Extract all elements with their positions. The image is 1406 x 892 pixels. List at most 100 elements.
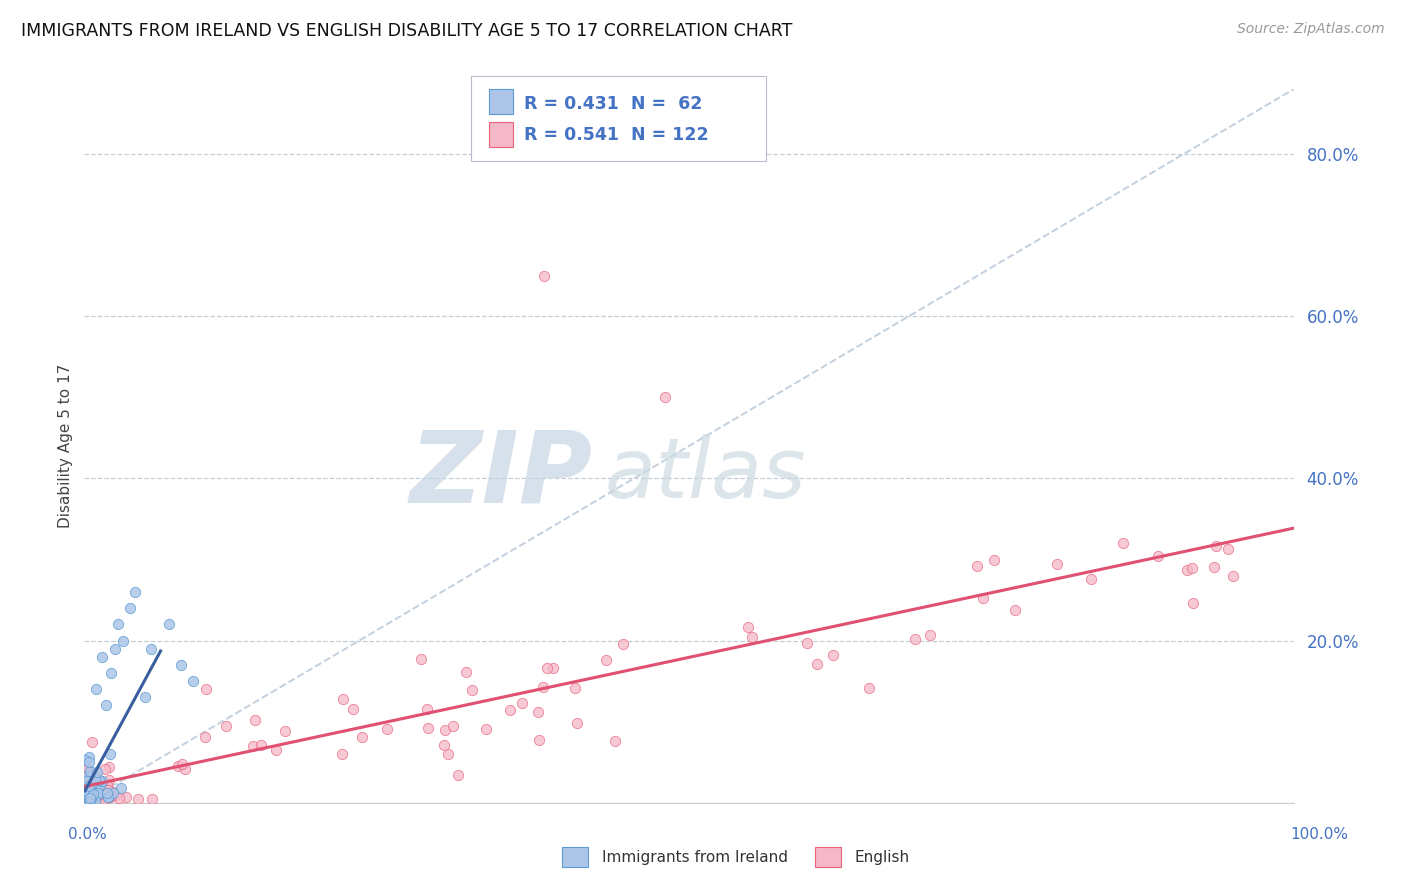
Point [73, 777, 96, 791]
Point [91, 794, 114, 808]
Point [77, 793, 100, 807]
Text: atlas: atlas [605, 434, 806, 515]
Point [75, 758, 97, 772]
Point [437, 747, 460, 761]
Point [526, 705, 548, 719]
Point [605, 733, 627, 747]
Point [96, 778, 118, 792]
Point [1204, 560, 1226, 574]
Point [76, 764, 98, 778]
Point [264, 742, 287, 756]
Text: Immigrants from Ireland: Immigrants from Ireland [602, 850, 787, 864]
Point [84, 786, 107, 800]
Point [97, 783, 120, 797]
Point [86, 789, 108, 803]
Point [120, 601, 142, 615]
Point [409, 652, 432, 666]
Point [157, 617, 180, 632]
Point [250, 738, 273, 752]
Point [73, 789, 96, 803]
Point [80, 790, 103, 805]
Point [595, 653, 617, 667]
Text: ZIP: ZIP [409, 426, 592, 523]
Point [89, 787, 111, 801]
Point [80, 785, 103, 799]
Point [114, 790, 136, 805]
Point [73, 779, 96, 793]
Point [77, 755, 100, 769]
Point [110, 781, 132, 796]
Point [966, 558, 988, 573]
Point [73, 790, 96, 805]
Point [170, 657, 193, 672]
Point [461, 683, 484, 698]
Point [1146, 549, 1168, 564]
Point [181, 674, 204, 689]
Point [86, 765, 108, 780]
Point [77, 764, 100, 779]
Point [91, 774, 114, 789]
Point [510, 696, 533, 710]
Point [76, 769, 98, 783]
Point [84, 789, 107, 804]
Point [79, 764, 101, 778]
Point [97, 790, 120, 805]
Point [1080, 573, 1102, 587]
Point [80, 778, 103, 792]
Point [82, 768, 104, 782]
Point [108, 791, 131, 805]
Point [416, 702, 439, 716]
Point [100, 666, 122, 681]
Point [80, 776, 103, 790]
Point [441, 719, 464, 733]
Point [87, 772, 110, 787]
Point [82, 787, 104, 801]
Point [332, 692, 354, 706]
Point [1046, 557, 1069, 571]
Point [75, 782, 97, 797]
Point [76, 773, 98, 788]
Point [76, 782, 98, 797]
Point [741, 630, 763, 644]
Point [89, 792, 111, 806]
Point [77, 785, 100, 799]
Text: English: English [855, 850, 910, 864]
Text: 100.0%: 100.0% [1289, 827, 1348, 841]
Point [139, 641, 162, 656]
Point [77, 791, 100, 805]
Point [82, 772, 104, 787]
Point [77, 780, 100, 794]
Point [101, 785, 124, 799]
Point [79, 788, 101, 802]
Point [76, 763, 98, 777]
Point [274, 724, 297, 739]
Point [80, 783, 103, 797]
Point [474, 723, 496, 737]
Point [447, 768, 470, 782]
Point [533, 268, 555, 283]
Point [91, 780, 114, 794]
Point [433, 738, 456, 752]
Point [1175, 563, 1198, 577]
Point [1222, 568, 1244, 582]
Point [91, 793, 114, 807]
Point [73, 754, 96, 768]
Point [170, 757, 193, 772]
Text: R = 0.431  N =  62: R = 0.431 N = 62 [524, 95, 703, 112]
Point [75, 780, 97, 795]
Point [858, 681, 880, 696]
Text: R = 0.541  N = 122: R = 0.541 N = 122 [524, 126, 709, 144]
Point [796, 636, 818, 650]
Point [342, 702, 364, 716]
Point [904, 632, 927, 646]
Point [86, 682, 108, 697]
Point [112, 633, 135, 648]
Point [243, 713, 266, 727]
Point [86, 788, 108, 802]
Point [73, 787, 96, 801]
Point [76, 789, 98, 803]
Point [454, 665, 477, 679]
Point [565, 715, 588, 730]
Point [98, 772, 121, 787]
Point [75, 793, 97, 807]
